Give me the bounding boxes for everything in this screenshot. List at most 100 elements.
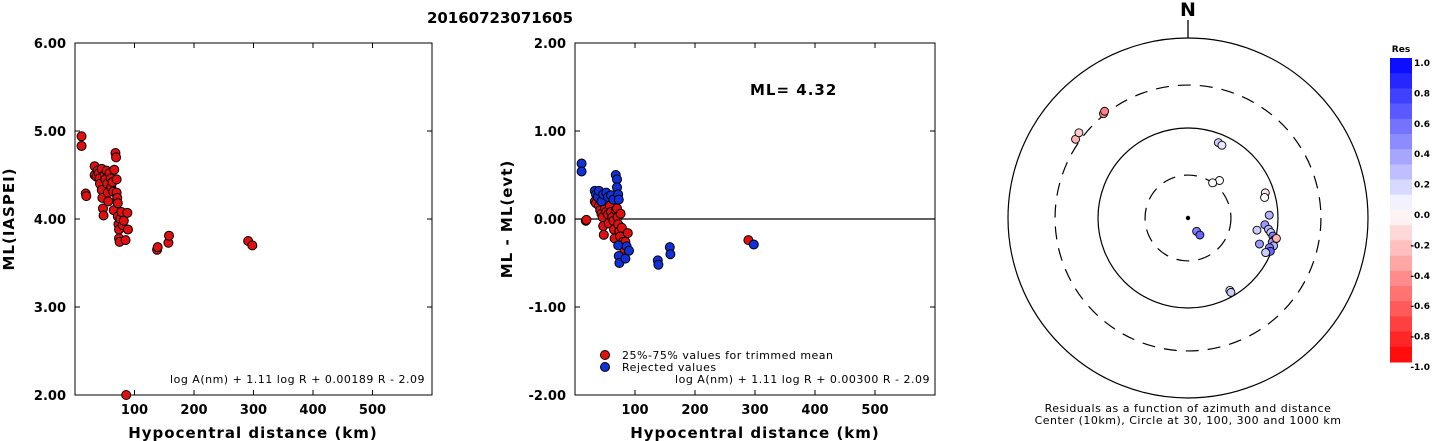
data-point [247,240,258,251]
data-point [76,140,87,151]
station-point [1255,239,1264,249]
x-tick-label: 100 [621,403,648,418]
x-tick-label: 300 [741,403,768,418]
figure-title: 20160723071605 [427,9,573,27]
equation-label: log A(nm) + 1.11 log R + 0.00300 R - 2.0… [675,373,930,386]
data-point [665,249,676,260]
y-ticks: -2.00 -1.00 0.00 1.00 2.00 [529,37,935,404]
station-point [1264,210,1274,220]
colorbar-cell [1390,240,1412,257]
data-point [120,235,131,246]
x-tick-label: 200 [180,403,207,418]
colorbar-cell [1390,331,1412,348]
plot-frame [74,42,433,396]
station-point [1260,193,1270,202]
x-ticks: 100 200 300 400 500 [121,43,386,418]
data-point [121,390,132,400]
colorbar-cell [1390,255,1412,272]
data-point [122,224,133,235]
data-point [164,230,175,241]
data-point [613,240,624,251]
station-point [1100,106,1110,116]
colorbar-cell [1390,225,1412,241]
data-point [98,210,109,221]
equation-label: log A(nm) + 1.11 log R + 0.00189 R - 2.0… [170,373,425,386]
data-point [111,174,122,185]
ring-30km [1144,174,1232,262]
colorbar-label: 0.4 [1414,150,1430,160]
colorbar-label: -0.2 [1410,241,1430,251]
x-tick-label: 500 [359,403,386,418]
colorbar-label: -0.6 [1410,302,1430,312]
data-point [103,196,114,207]
station-point [1261,248,1271,258]
colorbar-label: 1.0 [1414,59,1430,69]
legend-marker-trimmed [600,350,610,360]
y-tick-label: -1.00 [529,301,566,316]
colorbar-cell [1390,301,1412,317]
data-point [76,131,87,142]
colorbar-cell [1390,88,1412,105]
station-point [1195,230,1205,240]
colorbar-cell [1390,270,1412,287]
data-point [122,207,133,218]
data-point [576,166,587,177]
station-point [1074,128,1084,138]
y-tick-label: 0.00 [534,213,566,228]
x-tick-label: 400 [801,403,828,418]
y-axis-label: ML - ML(evt) [498,160,516,278]
x-tick-label: 300 [240,403,267,418]
data-point [112,198,123,209]
ring-1000km [1007,37,1369,399]
colorbar-cell [1390,346,1412,363]
caption-line2: Center (10km), Circle at 30, 100, 300 an… [1035,414,1342,427]
y-tick-label: 4.00 [34,213,66,228]
station-point [1226,287,1236,297]
colorbar-cell [1390,210,1412,226]
chart-residuals: 100 200 300 400 500 -2.00 -1.00 0.00 1.00 2.00 M… [498,37,936,441]
distance-rings [1007,37,1369,399]
legend-label-rejected: Rejected values [622,361,717,374]
colorbar-label: 0.8 [1414,89,1430,99]
x-axis-label: Hypocentral distance (km) [128,424,378,441]
y-axis-label: ML(IASPEI) [0,167,18,270]
x-tick-label: 500 [861,403,888,418]
data-points [76,131,258,400]
data-points [576,158,759,270]
north-label: N [1180,0,1196,21]
colorbar: Res 1.0 0.8 0.6 0.4 0.2 0.0 -0.2 -0.4 -0.6 -0.8 -1… [1390,45,1430,373]
data-point [624,245,634,256]
data-point [152,242,163,253]
x-tick-label: 100 [121,403,148,418]
x-tick-label: 400 [299,403,326,418]
data-point [109,164,120,175]
chart-magnitude: 100 200 300 400 500 2.00 3.00 4.00 5.00 6.00 log… [0,37,433,441]
data-point [81,191,92,202]
colorbar-cell [1390,194,1412,211]
y-tick-label: 1.00 [534,125,566,140]
y-tick-label: 5.00 [34,125,66,140]
colorbar-cell [1390,286,1412,302]
x-ticks: 100 200 300 400 500 [621,43,889,418]
colorbar-label: 0.0 [1414,211,1430,221]
data-point [613,194,624,205]
x-axis-label: Hypocentral distance (km) [630,424,880,441]
y-tick-label: -2.00 [529,389,566,404]
colorbar-cell [1390,134,1412,150]
data-point [598,229,609,240]
x-tick-label: 200 [681,403,708,418]
colorbar-label: -0.8 [1410,333,1430,343]
colorbar-cell [1390,118,1412,135]
y-ticks: 2.00 3.00 4.00 5.00 6.00 [34,37,432,404]
data-points [1071,106,1281,297]
data-point [111,152,122,163]
station-point [1208,178,1218,188]
colorbar-labels: 1.0 0.8 0.6 0.4 0.2 0.0 -0.2 -0.4 -0.6 -0.8 -1.0 [1410,59,1430,373]
epicenter-marker [1185,215,1191,221]
colorbar-label: -1.0 [1410,363,1430,373]
colorbar-cells [1390,58,1412,363]
colorbar-label: -0.4 [1410,272,1430,282]
data-point [615,208,626,219]
legend: 25%-75% values for trimmed mean Rejected… [600,349,833,374]
